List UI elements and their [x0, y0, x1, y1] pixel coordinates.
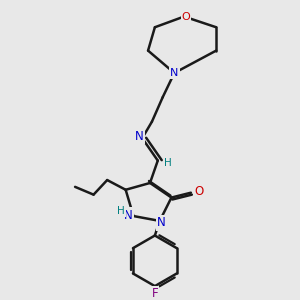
Text: H: H [117, 206, 125, 216]
Text: O: O [194, 185, 203, 198]
Text: F: F [152, 287, 158, 300]
Text: N: N [135, 130, 144, 143]
Text: O: O [182, 11, 190, 22]
Text: N: N [157, 216, 166, 230]
Text: N: N [124, 208, 133, 222]
Text: N: N [170, 68, 178, 78]
Text: H: H [164, 158, 171, 169]
